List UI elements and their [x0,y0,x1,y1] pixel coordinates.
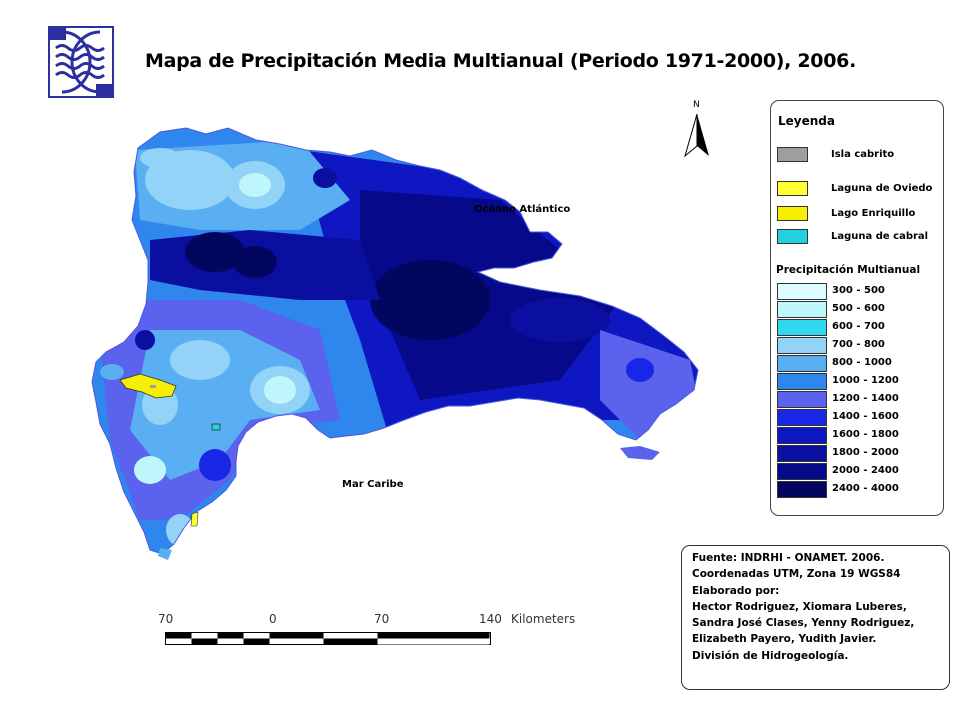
precip-class-label: 1200 - 1400 [832,393,899,404]
waves-emblem-icon [48,26,114,98]
legend-swatch [777,206,808,221]
precip-class-swatch [777,355,827,372]
precipitation-legend-title: Precipitación Multianual [776,264,921,276]
precip-class-label: 800 - 1000 [832,357,892,368]
scale-tick-label: 70 [374,612,390,626]
precip-class-swatch [777,283,827,300]
precip-class-label: 700 - 800 [832,339,885,350]
source-line: Sandra José Clases, Yenny Rodriguez, [692,617,915,630]
precip-class-swatch [777,373,827,390]
precip-class-swatch [777,427,827,444]
scale-bar: 70 0 70 140 Kilometers [150,612,590,652]
legend-title: Leyenda [778,114,835,128]
precip-class-swatch [777,463,827,480]
ocean-label: Océano Atlántico [474,204,571,215]
north-label: N [693,100,700,110]
scale-bar-graphic [165,632,491,645]
source-line: Elaborado por: [692,584,780,597]
scale-tick-label: 140 [479,612,502,626]
precip-class-label: 1400 - 1600 [832,411,899,422]
legend-label: Laguna de cabral [831,231,929,242]
precip-class-label: 500 - 600 [832,303,885,314]
precip-class-swatch [777,391,827,408]
precip-class-swatch [777,409,827,426]
laguna-de-oviedo [190,511,199,527]
legend-label: Laguna de Oviedo [831,183,933,194]
source-credits-box: Fuente: INDRHI - ONAMET. 2006. Coordenada… [681,545,950,690]
legend-swatch [777,147,808,162]
source-line: Hector Rodriguez, Xiomara Luberes, [692,600,907,613]
precip-class-label: 1800 - 2000 [832,447,899,458]
source-line: Coordenadas UTM, Zona 19 WGS84 [692,568,901,581]
precip-class-label: 1600 - 1800 [832,429,899,440]
north-arrow: N [682,100,712,162]
precip-class-swatch [777,319,827,336]
precip-class-label: 2000 - 2400 [832,465,899,476]
precip-class-swatch [777,445,827,462]
legend-label: Lago Enriquillo [831,208,916,219]
precip-class-label: 2400 - 4000 [832,483,899,494]
sea-label: Mar Caribe [342,479,404,490]
precip-class-swatch [777,337,827,354]
legend-panel: Leyenda Isla cabrito Laguna de Oviedo La… [770,100,944,516]
source-line: Elizabeth Payero, Yudith Javier. [692,633,877,646]
legend-swatch [777,181,808,196]
laguna-de-cabral [211,423,221,431]
precip-class-label: 300 - 500 [832,285,885,296]
scale-tick-label: 0 [269,612,277,626]
precip-class-label: 600 - 700 [832,321,885,332]
page-title: Mapa de Precipitación Media Multianual (… [145,50,856,72]
precip-class-swatch [777,301,827,318]
isla-cabrito [150,385,156,388]
source-line: Fuente: INDRHI - ONAMET. 2006. [692,552,885,564]
precip-class-swatch [777,481,827,498]
source-line: División de Hidrogeología. [692,649,849,662]
legend-swatch [777,229,808,244]
scale-unit-label: Kilometers [511,612,576,626]
precip-class-label: 1000 - 1200 [832,375,899,386]
legend-label: Isla cabrito [831,149,895,160]
north-arrow-icon [684,113,709,158]
lago-enriquillo [119,373,177,399]
scale-tick-label: 70 [158,612,174,626]
